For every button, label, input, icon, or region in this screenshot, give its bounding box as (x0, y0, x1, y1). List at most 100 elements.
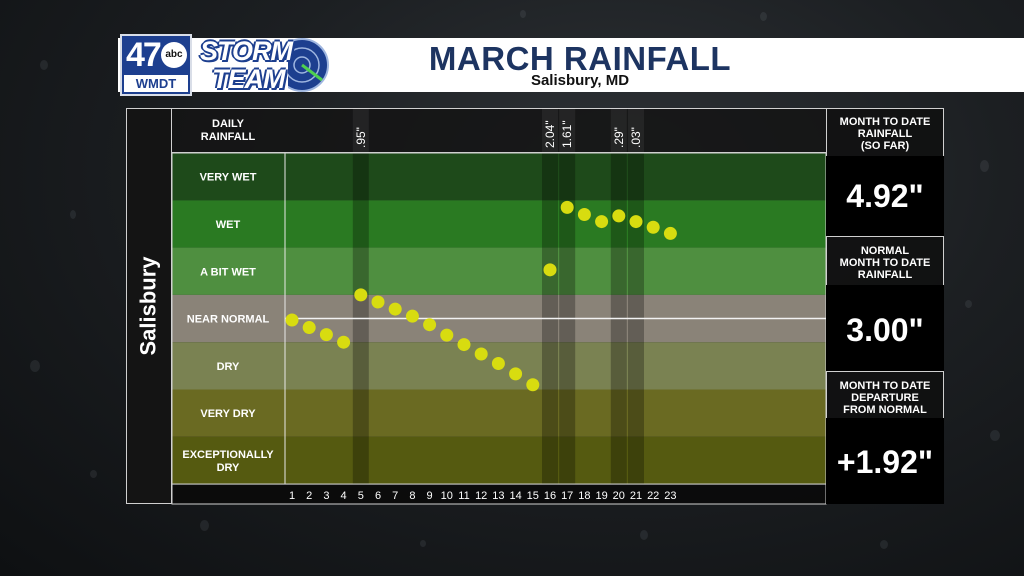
data-point (577, 207, 591, 221)
data-point (509, 367, 523, 381)
x-tick-label: 2 (306, 490, 312, 502)
x-tick-label: 5 (358, 490, 364, 502)
band-wet (172, 200, 826, 248)
panel-divider (826, 371, 944, 372)
category-label: WET (216, 219, 241, 231)
x-tick-label: 4 (341, 490, 347, 502)
x-tick-label: 23 (664, 490, 676, 502)
chart-header-row (172, 108, 826, 153)
data-point (646, 220, 660, 234)
data-point (560, 200, 574, 214)
data-point (474, 347, 488, 361)
brand-team: TEAM (212, 64, 285, 94)
x-tick-label: 1 (289, 490, 295, 502)
storm-team-logo: STORM TEAM (196, 34, 332, 96)
data-point (337, 335, 351, 349)
departure-value: +1.92" (836, 444, 934, 480)
x-tick-label: 8 (409, 490, 415, 502)
page-title: MARCH RAINFALL (428, 40, 732, 77)
category-label: NEAR NORMAL (187, 314, 270, 326)
normal-rainfall-label: NORMAL MONTH TO DATE RAINFALL (826, 245, 944, 281)
mtd-rainfall-label: MONTH TO DATE RAINFALL (SO FAR) (826, 116, 944, 152)
daily-rainfall-label-line: RAINFALL (200, 131, 256, 143)
x-tick-label: 15 (527, 490, 539, 502)
departure-label: MONTH TO DATE DEPARTURE FROM NORMAL (826, 380, 944, 416)
data-point (629, 215, 643, 229)
page-subtitle: Salisbury, MD (530, 72, 630, 89)
rain-amount-label: .03" (629, 127, 643, 148)
category-label: VERY DRY (200, 408, 256, 420)
x-tick-label: 21 (630, 490, 642, 502)
daily-rainfall-label: DAILY RAINFALL (172, 118, 284, 144)
label-line: FROM NORMAL (843, 404, 927, 416)
rain-day-header-cell (352, 108, 369, 153)
data-point (612, 209, 626, 223)
mtd-value-box (826, 156, 944, 236)
data-point (440, 328, 454, 342)
x-tick-label: 16 (544, 490, 556, 502)
x-tick-label: 18 (578, 490, 590, 502)
band-exceptionally-dry (172, 436, 826, 485)
network-logo: abc (161, 42, 187, 68)
data-point (595, 215, 609, 229)
x-tick-label: 22 (647, 490, 659, 502)
data-point (423, 318, 437, 332)
x-tick-label: 6 (375, 490, 381, 502)
data-point (405, 309, 419, 323)
normal-rainfall-value: 3.00" (846, 312, 924, 348)
rain-day-header-cell (542, 108, 558, 153)
x-tick-label: 9 (427, 490, 433, 502)
mtd-rainfall-value: 4.92" (846, 178, 924, 214)
band-a-bit-wet (172, 247, 826, 295)
rain-amount-label: 2.04" (543, 120, 557, 148)
category-label: EXCEPTIONALLY (182, 449, 274, 461)
panel-divider (826, 236, 944, 237)
rain-day-header-cell (559, 108, 576, 153)
data-point (457, 338, 471, 352)
x-tick-label: 17 (561, 490, 573, 502)
label-line: RAINFALL (857, 128, 913, 140)
x-tick-label: 10 (441, 490, 453, 502)
category-label: DRY (217, 361, 240, 373)
data-point (302, 321, 316, 335)
data-point (319, 328, 333, 342)
rain-day-header-cell (610, 108, 627, 153)
category-label: DRY (217, 462, 240, 474)
call-sign: WMDT (124, 75, 188, 92)
rain-day-header-cell (628, 108, 644, 153)
normal-value-box (826, 285, 944, 371)
band-very-dry (172, 389, 826, 437)
data-point (491, 356, 505, 370)
brand-storm: STORM (200, 36, 293, 66)
radar-icon (288, 38, 329, 92)
station-number: 47 (126, 36, 162, 74)
data-point (285, 313, 299, 327)
data-point (543, 263, 557, 277)
x-tick-label: 19 (595, 490, 607, 502)
data-point (388, 302, 402, 316)
label-line: RAINFALL (857, 269, 913, 281)
data-point (371, 295, 385, 309)
station-logo: 47 abc WMDT (120, 34, 192, 96)
rain-amount-label: .29" (612, 127, 626, 148)
label-line: MONTH TO DATE (839, 380, 931, 392)
x-tick-label: 20 (613, 490, 625, 502)
departure-value-box (826, 418, 944, 504)
rain-amount-label: .95" (354, 127, 368, 148)
x-tick-label: 7 (392, 490, 398, 502)
category-label: VERY WET (200, 172, 257, 184)
label-line: MONTH TO DATE (839, 257, 931, 269)
data-point (526, 378, 540, 392)
label-line: MONTH TO DATE (839, 116, 931, 128)
x-tick-label: 14 (509, 490, 521, 502)
x-tick-label: 11 (458, 490, 469, 502)
label-line: DEPARTURE (851, 392, 919, 404)
data-point (354, 288, 368, 302)
x-tick-label: 13 (492, 490, 504, 502)
x-tick-label: 12 (475, 490, 487, 502)
label-line: NORMAL (860, 245, 910, 257)
category-label: A BIT WET (200, 266, 256, 278)
band-very-wet (172, 153, 826, 201)
rain-amount-label: 1.61" (560, 120, 574, 148)
